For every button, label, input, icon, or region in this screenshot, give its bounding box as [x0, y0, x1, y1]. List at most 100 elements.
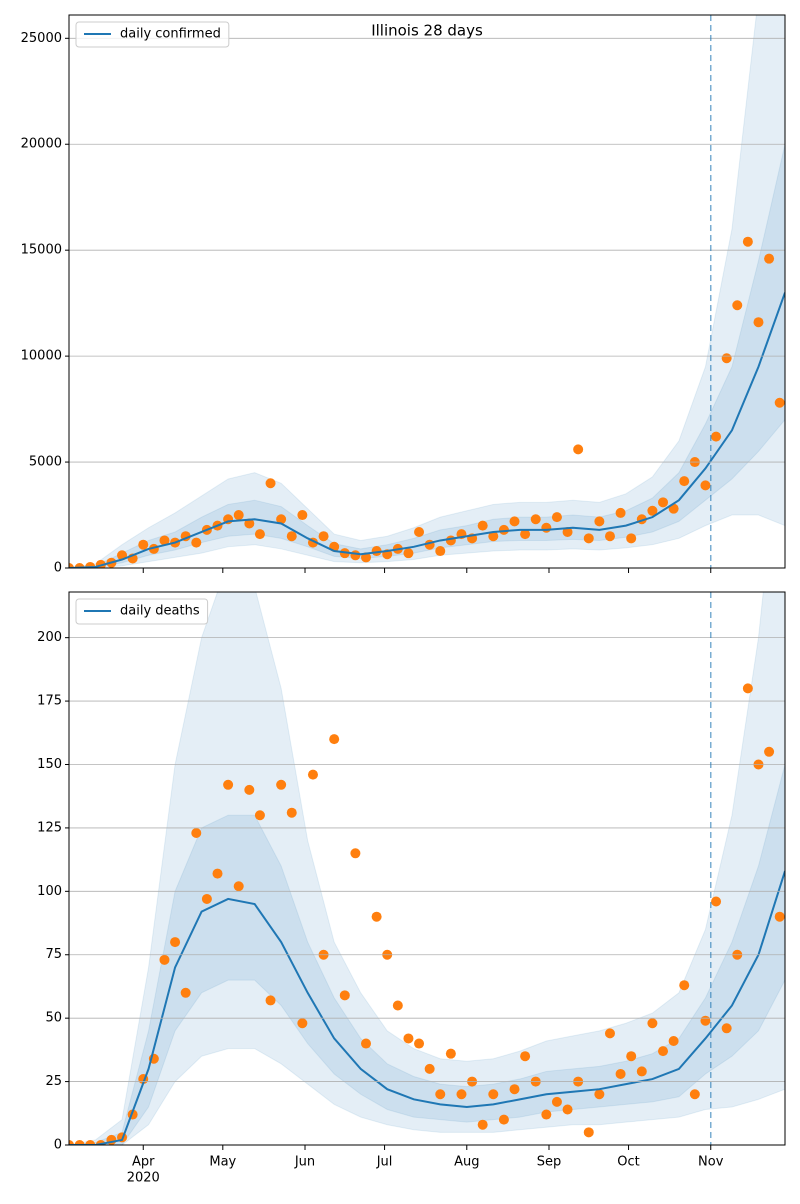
data-point — [764, 746, 775, 757]
data-point — [223, 779, 234, 790]
data-point — [594, 516, 605, 527]
data-point — [265, 995, 276, 1006]
band — [69, 592, 785, 1145]
data-point — [711, 896, 722, 907]
data-point — [700, 480, 711, 491]
data-point — [626, 533, 637, 544]
data-point — [180, 987, 191, 998]
data-point — [286, 531, 297, 542]
data-point — [551, 512, 562, 523]
data-point — [424, 1063, 435, 1074]
plot-frame — [68, 14, 786, 569]
data-point — [721, 353, 732, 364]
data-point — [520, 1051, 531, 1062]
data-point — [159, 954, 170, 965]
x-tick-label: Jun — [294, 1155, 315, 1170]
data-point — [764, 253, 775, 264]
data-point — [339, 990, 350, 1001]
x-tick-label: Sep — [537, 1155, 562, 1170]
x-tick-label: Aug — [454, 1155, 479, 1170]
data-point — [361, 552, 372, 563]
data-point — [414, 526, 425, 537]
data-point — [541, 1109, 552, 1120]
data-point — [530, 514, 541, 525]
y-tick-label: 75 — [45, 947, 62, 962]
data-point — [318, 531, 329, 542]
data-point — [403, 1033, 414, 1044]
data-point — [520, 529, 531, 540]
y-tick-label: 10000 — [21, 349, 62, 364]
data-point — [509, 516, 520, 527]
plot-area — [69, 592, 785, 1145]
data-point — [498, 1114, 509, 1125]
data-point — [604, 1028, 615, 1039]
data-point — [414, 1038, 425, 1049]
data-point — [753, 317, 764, 328]
data-point — [201, 893, 212, 904]
y-tick-label: 150 — [37, 757, 62, 772]
data-point — [69, 1140, 74, 1145]
plot-frame — [68, 591, 786, 1146]
data-point — [636, 1066, 647, 1077]
y-tick-label: 20000 — [21, 137, 62, 152]
legend-label: daily deaths — [120, 604, 200, 619]
data-point — [679, 476, 690, 487]
data-point — [265, 478, 276, 489]
data-point — [774, 911, 785, 922]
data-point — [498, 524, 509, 535]
data-point — [509, 1084, 520, 1095]
data-point — [742, 683, 753, 694]
legend-box — [75, 21, 230, 48]
data-point — [721, 1023, 732, 1034]
data-point — [488, 1089, 499, 1100]
data-point — [350, 848, 361, 859]
data-point — [573, 444, 584, 455]
data-point — [307, 769, 318, 780]
legend-label: daily confirmed — [120, 27, 221, 42]
data-point — [456, 1089, 467, 1100]
data-point — [403, 548, 414, 559]
legend-box — [75, 598, 209, 625]
data-point — [276, 514, 287, 525]
data-point — [477, 1119, 488, 1130]
data-point — [297, 510, 308, 521]
y-tick-label: 100 — [37, 884, 62, 899]
data-point — [276, 779, 287, 790]
data-point — [615, 507, 626, 518]
data-point — [329, 734, 340, 745]
y-tick-label: 175 — [37, 694, 62, 709]
y-tick-label: 125 — [37, 820, 62, 835]
data-point — [159, 535, 170, 546]
chart-title: Illinois 28 days — [371, 22, 483, 40]
data-point — [244, 518, 255, 529]
data-point — [541, 522, 552, 533]
legend: daily deaths — [75, 598, 209, 625]
data-point — [233, 510, 244, 521]
data-point — [774, 397, 785, 408]
data-point — [233, 881, 244, 892]
data-point — [435, 546, 446, 557]
y-tick-label: 50 — [45, 1011, 62, 1026]
data-point — [583, 1127, 594, 1138]
data-point — [297, 1018, 308, 1029]
data-point — [488, 531, 499, 542]
data-point — [371, 911, 382, 922]
band — [69, 144, 785, 568]
data-point — [551, 1096, 562, 1107]
data-point — [562, 1104, 573, 1115]
data-point — [647, 505, 658, 516]
y-tick-label: 5000 — [29, 455, 62, 470]
data-point — [562, 526, 573, 537]
data-point — [445, 1048, 456, 1059]
y-tick-label: 200 — [37, 630, 62, 645]
data-point — [138, 539, 149, 550]
data-point — [668, 1035, 679, 1046]
data-point — [85, 1140, 96, 1145]
data-point — [604, 531, 615, 542]
x-tick-label: May — [209, 1155, 236, 1170]
data-point — [583, 533, 594, 544]
data-point — [615, 1068, 626, 1079]
x-tick-label: Apr — [132, 1155, 155, 1170]
data-point — [191, 827, 202, 838]
